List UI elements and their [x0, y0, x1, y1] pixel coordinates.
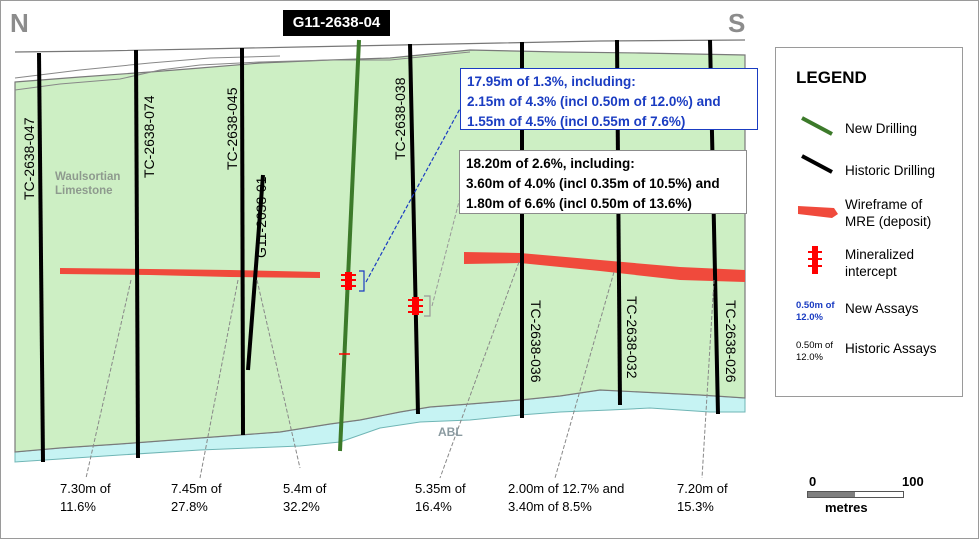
label-g11-2638-01: G11-2638-01 — [253, 176, 269, 258]
legend-label: Wireframe of MRE (deposit) — [845, 196, 931, 230]
label-tc-2638-045: TC-2638-045 — [224, 87, 240, 170]
label-tc-2638-026: TC-2638-026 — [723, 300, 739, 383]
label-abl: ABL — [438, 425, 463, 439]
assay-line: 11.6% — [60, 499, 96, 514]
legend-label-line: MRE (deposit) — [845, 214, 932, 229]
callout-new-line-3: 1.55m of 4.5% (incl 0.55m of 7.6%) — [467, 114, 686, 129]
assay-line: 3.40m of 8.5% — [508, 499, 592, 514]
legend-label: New Assays — [845, 301, 919, 316]
scale-bar-graphic — [807, 491, 904, 498]
drillhole-tc-2638-038 — [408, 43, 420, 415]
leader-assay-1 — [85, 279, 132, 479]
intercept-tc-2638-038 — [408, 295, 431, 317]
assay-tc-2638-045: 5.4m of 32.2% — [283, 480, 326, 516]
assay-tc-2638-047: 7.30m of 11.6% — [60, 480, 111, 516]
label-limestone: Limestone — [55, 185, 113, 197]
sample-line: 12.0% — [796, 352, 823, 363]
leader-assay-4 — [439, 261, 520, 479]
leader-assay-6 — [701, 279, 715, 479]
leader-historic — [431, 189, 463, 307]
assay-tc-2638-036-032: 2.00m of 12.7% and 3.40m of 8.5% — [508, 480, 624, 516]
callout-historic-assays: 18.20m of 2.6%, including: 3.60m of 4.0%… — [459, 150, 747, 214]
legend-label: Mineralized intercept — [845, 246, 914, 280]
leader-assay-2 — [199, 279, 239, 479]
sample-line: 0.50m of — [796, 300, 835, 311]
assay-line: 5.35m of — [415, 481, 466, 496]
label-tc-2638-036: TC-2638-036 — [528, 300, 544, 383]
intercept-g11-2638-04 — [339, 270, 365, 355]
label-tc-2638-074: TC-2638-074 — [141, 95, 157, 178]
sample-line: 12.0% — [796, 312, 823, 323]
assay-line: 15.3% — [677, 499, 714, 514]
label-tc-2638-038: TC-2638-038 — [392, 77, 408, 160]
historic-assays-sample: 0.50m of 12.0% — [796, 340, 833, 364]
legend-title: LEGEND — [796, 68, 867, 87]
legend-label-line: intercept — [845, 264, 897, 279]
assay-line: 7.30m of — [60, 481, 111, 496]
wireframe-swatch — [798, 206, 838, 218]
drillhole-g11-2638-04 — [338, 39, 361, 452]
new-drilling-swatch — [801, 116, 833, 136]
callout-new-line-1: 17.95m of 1.3%, including: — [467, 74, 636, 89]
mre-wireframe-south — [464, 252, 745, 282]
scale-unit: metres — [825, 500, 868, 515]
new-hole-badge: G11-2638-04 — [283, 10, 390, 36]
scale-start: 0 — [809, 474, 817, 489]
legend-label: New Drilling — [845, 121, 918, 136]
legend-label: Historic Assays — [845, 341, 937, 356]
assay-tc-2638-026: 7.20m of 15.3% — [677, 480, 728, 516]
scale-bar: 0 100 metres — [807, 474, 927, 519]
assay-tc-2638-074: 7.45m of 27.8% — [171, 480, 222, 516]
scale-end: 100 — [902, 474, 924, 489]
assay-line: 7.20m of — [677, 481, 728, 496]
callout-new-assays: 17.95m of 1.3%, including: 2.15m of 4.3%… — [460, 68, 758, 130]
label-waulsortian: Waulsortian — [55, 171, 120, 183]
south-label: S — [728, 8, 746, 38]
label-tc-2638-032: TC-2638-032 — [624, 296, 640, 379]
drillhole-tc-2638-074 — [134, 49, 140, 459]
leader-assay-3 — [256, 279, 301, 469]
assay-line: 32.2% — [283, 499, 320, 514]
sample-line: 0.50m of — [796, 340, 833, 351]
label-tc-2638-047: TC-2638-047 — [21, 117, 37, 200]
north-label: N — [10, 8, 29, 38]
legend-label-line: Wireframe of — [845, 197, 923, 212]
intercept-swatch — [808, 246, 822, 274]
overburden-line-2 — [14, 55, 281, 79]
drillhole-tc-2638-047 — [37, 52, 45, 463]
assay-line: 5.4m of — [283, 481, 327, 496]
topography-line — [14, 39, 746, 53]
assay-line: 27.8% — [171, 499, 208, 514]
legend-label-line: Mineralized — [845, 247, 915, 262]
assay-tc-2638-038: 5.35m of 16.4% — [415, 480, 466, 516]
scale-bar-dark-segment — [808, 492, 855, 497]
assay-line: 7.45m of — [171, 481, 222, 496]
new-assays-sample: 0.50m of 12.0% — [796, 300, 835, 324]
drillhole-tc-2638-045 — [240, 47, 245, 436]
historic-drilling-swatch — [801, 154, 833, 174]
callout-historic-line-3: 1.80m of 6.6% (incl 0.50m of 13.6%) — [466, 196, 692, 211]
callout-historic-line-2: 3.60m of 4.0% (incl 0.35m of 10.5%) and — [466, 176, 720, 191]
callout-new-line-2: 2.15m of 4.3% (incl 0.50m of 12.0%) and — [467, 94, 721, 109]
assay-line: 16.4% — [415, 499, 452, 514]
callout-historic-line-1: 18.20m of 2.6%, including: — [466, 156, 635, 171]
leader-new — [365, 104, 463, 283]
assay-line: 2.00m of 12.7% and — [508, 481, 625, 496]
drillhole-g11-2638-01 — [246, 174, 265, 371]
legend-label: Historic Drilling — [845, 163, 936, 178]
legend: LEGEND New Drilling Historic Drilling Wi… — [775, 47, 963, 397]
